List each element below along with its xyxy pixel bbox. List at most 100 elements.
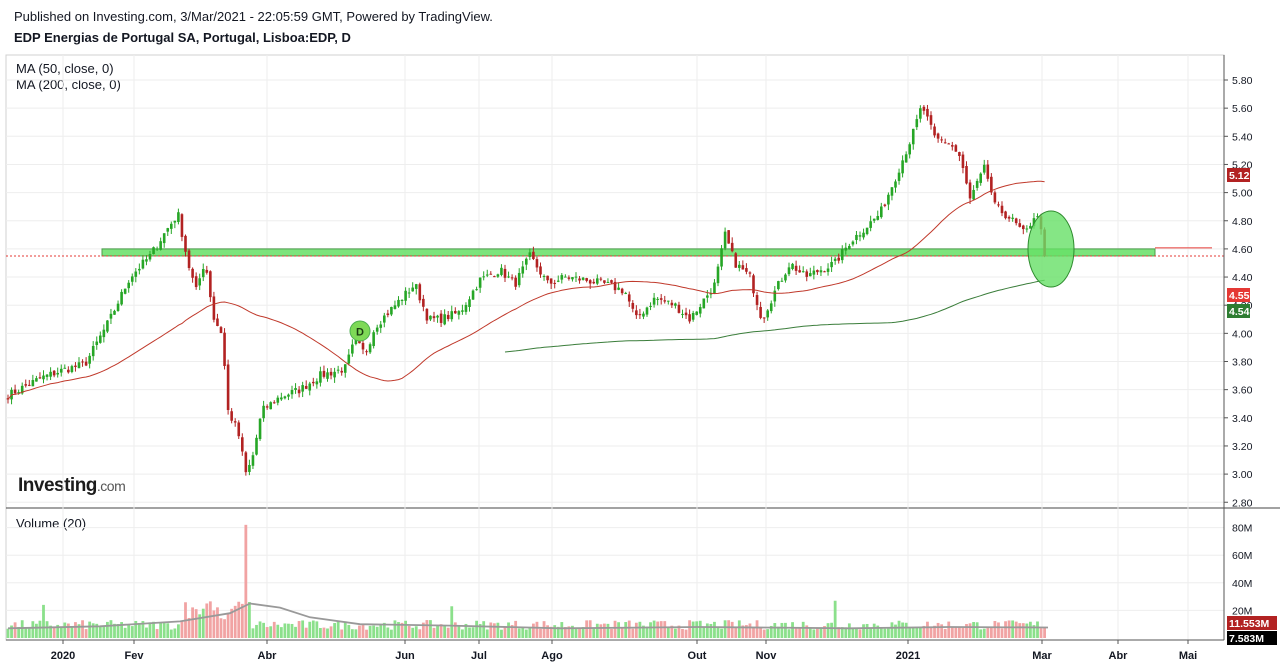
volume-bar — [961, 627, 965, 638]
candle-body — [851, 241, 855, 245]
candle-body — [223, 332, 226, 366]
volume-bar — [489, 622, 493, 638]
candle-body — [28, 384, 31, 386]
candle-body — [848, 245, 851, 249]
ma200-legend[interactable]: MA (200, close, 0) — [16, 77, 121, 92]
volume-bar — [1014, 621, 1018, 638]
candle-body — [833, 258, 837, 261]
volume-bar — [677, 625, 681, 638]
candle-body — [695, 311, 698, 315]
volume-bar — [897, 620, 901, 638]
candle-body — [830, 261, 833, 268]
volume-bar — [514, 620, 518, 638]
volume-bar — [840, 627, 844, 638]
candle-body — [869, 221, 872, 228]
candle-body — [145, 259, 148, 262]
time-tick-label: Out — [688, 650, 707, 662]
volume-bar — [865, 623, 869, 638]
candle-body — [457, 311, 461, 315]
volume-bar — [66, 623, 70, 638]
volume-bar — [769, 625, 773, 638]
candle-body — [336, 369, 340, 371]
volume-bar — [599, 624, 603, 638]
candle-body — [738, 264, 741, 268]
volume-bar — [471, 627, 475, 638]
candle-body — [897, 172, 901, 181]
volume-bar — [45, 621, 49, 638]
candle-body — [549, 278, 553, 284]
candle-body — [77, 362, 81, 369]
volume-bar — [269, 626, 273, 638]
volume-bar — [887, 628, 890, 638]
volume-bar — [450, 606, 454, 638]
volume-bar — [975, 622, 979, 638]
candle-body — [1036, 216, 1039, 218]
price-tick-label: 3.40 — [1232, 413, 1253, 425]
candle-body — [812, 270, 816, 275]
candle-body — [127, 282, 130, 289]
volume-bar — [365, 629, 368, 638]
candle-body — [340, 370, 343, 373]
candle-body — [713, 282, 716, 294]
candle-body — [674, 303, 677, 306]
volume-bar — [379, 625, 383, 638]
ma50-legend[interactable]: MA (50, close, 0) — [16, 61, 114, 76]
volume-bar — [851, 628, 855, 638]
volume-tick-label: 40M — [1232, 578, 1252, 590]
candle-body — [201, 269, 205, 278]
candle-body — [1018, 223, 1022, 227]
candle-body — [588, 280, 592, 284]
candle-body — [635, 310, 638, 316]
candle-body — [439, 313, 443, 323]
ma200-price-badge-label: 4.54 — [1229, 306, 1250, 318]
candle-body — [741, 265, 745, 270]
candle-body — [596, 278, 599, 284]
volume-bar — [588, 620, 592, 638]
volume-bar — [457, 625, 461, 638]
volume-bar — [194, 609, 198, 638]
volume-bar — [730, 621, 734, 638]
volume-bar — [414, 626, 418, 638]
candle-body — [727, 230, 730, 244]
support-band — [101, 248, 1156, 257]
candle-body — [748, 272, 752, 274]
candle-body — [627, 294, 631, 302]
volume-bar — [361, 624, 365, 638]
volume-bar — [858, 629, 862, 638]
volume-bar — [798, 627, 802, 638]
candle-body — [645, 307, 649, 315]
candle-body — [184, 235, 187, 252]
volume-bar — [230, 608, 234, 638]
volume-bar — [191, 607, 194, 638]
volume-bar — [901, 622, 904, 638]
candle-body — [52, 370, 56, 376]
candle-body — [943, 142, 947, 144]
volume-bar — [645, 626, 649, 638]
volume-bar — [890, 622, 894, 638]
candle-body — [667, 300, 670, 302]
volume-bar — [453, 622, 457, 638]
candle-body — [422, 298, 425, 307]
candle-body — [99, 335, 102, 343]
candle-body — [514, 277, 517, 287]
volume-bar — [287, 623, 290, 638]
volume-bar — [823, 625, 826, 638]
candle-body — [620, 288, 624, 294]
candle-body — [241, 437, 244, 452]
volume-bar — [844, 627, 848, 638]
price-tick-label: 3.20 — [1232, 441, 1253, 453]
candle-body — [652, 297, 656, 305]
candle-body — [287, 394, 290, 397]
candle-body — [347, 354, 351, 364]
candle-body — [13, 389, 17, 394]
volume-bar — [816, 627, 819, 638]
volume-bar — [347, 624, 351, 638]
ma200-line — [504, 279, 1045, 353]
candles — [6, 104, 1046, 476]
volume-bar — [847, 623, 851, 638]
candle-body — [734, 253, 738, 268]
volume-bar — [77, 624, 81, 638]
candle-body — [148, 254, 152, 260]
chart-frame — [5, 54, 1225, 641]
